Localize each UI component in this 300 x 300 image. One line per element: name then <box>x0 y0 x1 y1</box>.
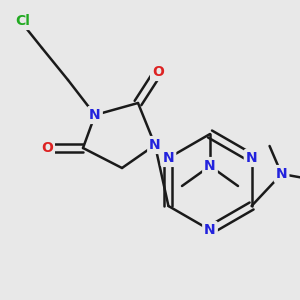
Text: N: N <box>276 167 287 181</box>
Text: N: N <box>89 108 101 122</box>
Text: N: N <box>204 159 216 173</box>
Text: O: O <box>152 65 164 79</box>
Text: N: N <box>163 151 174 165</box>
Text: N: N <box>204 223 216 237</box>
Text: O: O <box>41 141 53 155</box>
Text: Cl: Cl <box>16 14 30 28</box>
Text: N: N <box>246 151 257 165</box>
Text: N: N <box>149 138 161 152</box>
